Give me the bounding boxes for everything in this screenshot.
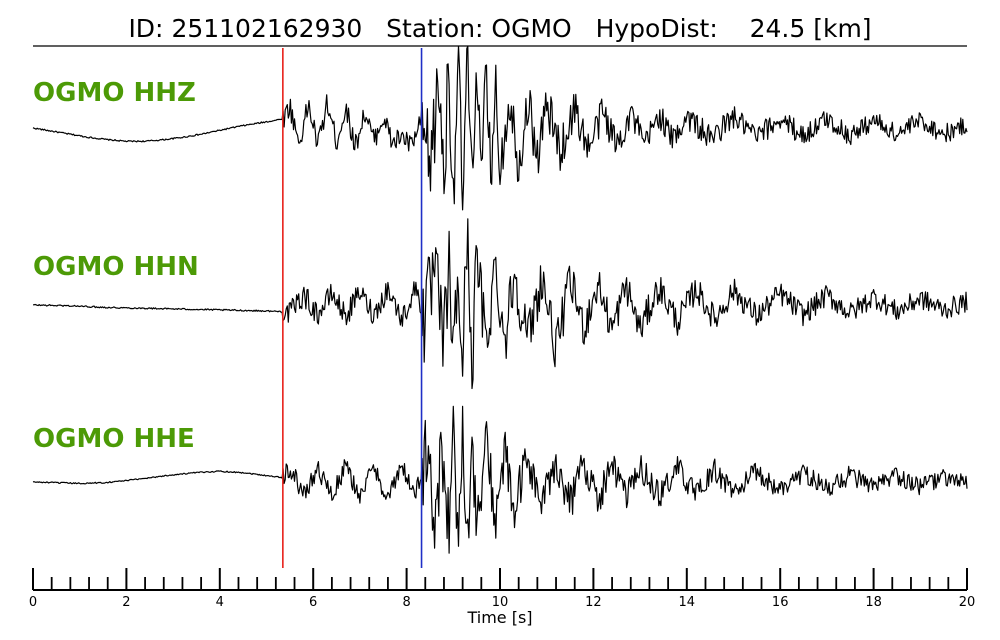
title-station-value: OGMO: [491, 14, 571, 43]
channel-label-hhe: OGMO HHE: [33, 424, 195, 454]
title-station-label: Station:: [386, 14, 483, 43]
x-tick-label: 10: [492, 595, 509, 610]
x-tick-label: 20: [959, 595, 976, 610]
title-hypodist-label: HypoDist:: [596, 14, 718, 43]
x-tick-label: 8: [402, 595, 410, 610]
trace-hhe: [32, 405, 968, 554]
x-tick-label: 2: [122, 595, 130, 610]
title-id-value: 251102162930: [171, 14, 362, 43]
x-axis-label: Time [s]: [466, 608, 532, 627]
time-axis: 0 2 4 6 8 10 12 14 16 18 20: [29, 568, 975, 610]
x-tick-label: 16: [772, 595, 789, 610]
channel-label-hhn: OGMO HHN: [33, 252, 199, 282]
title-hypodist-value: 24.5: [750, 14, 806, 43]
trace-hhz: [32, 45, 968, 211]
channel-label-hhz: OGMO HHZ: [33, 78, 196, 108]
trace-group: [32, 45, 968, 554]
x-tick-label: 14: [679, 595, 696, 610]
x-tick-label: 6: [309, 595, 317, 610]
title-id-label: ID:: [128, 14, 163, 43]
trace-hhn: [33, 218, 968, 390]
channel-label-group: OGMO HHZ OGMO HHN OGMO HHE: [33, 78, 199, 454]
x-tick-label: 18: [865, 595, 882, 610]
chart-title: ID: 251102162930 Station: OGMO HypoDist:…: [128, 14, 871, 43]
pick-group: [282, 48, 423, 568]
x-tick-label: 12: [585, 595, 602, 610]
x-tick-label: 4: [216, 595, 224, 610]
title-hypodist-unit: [km]: [813, 14, 871, 43]
x-tick-label: 0: [29, 595, 37, 610]
